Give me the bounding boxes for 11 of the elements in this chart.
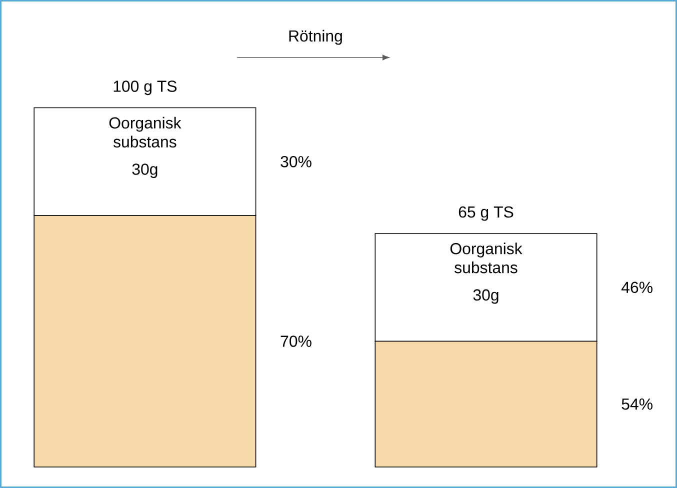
data-label: 30g (132, 164, 158, 178)
text: Oorganisk substans (109, 116, 182, 148)
annotation: 46% (621, 282, 652, 294)
data-label: 30g (473, 289, 498, 304)
text: Rötning (289, 30, 342, 45)
total-label: 65 g TS (458, 206, 514, 221)
annotation: 70% (280, 336, 312, 347)
annotation: 30% (280, 156, 312, 168)
total-label: 100 g TS (114, 80, 177, 96)
series-label: Oorganisk substans (450, 242, 522, 274)
annotation: 54% (622, 398, 652, 410)
